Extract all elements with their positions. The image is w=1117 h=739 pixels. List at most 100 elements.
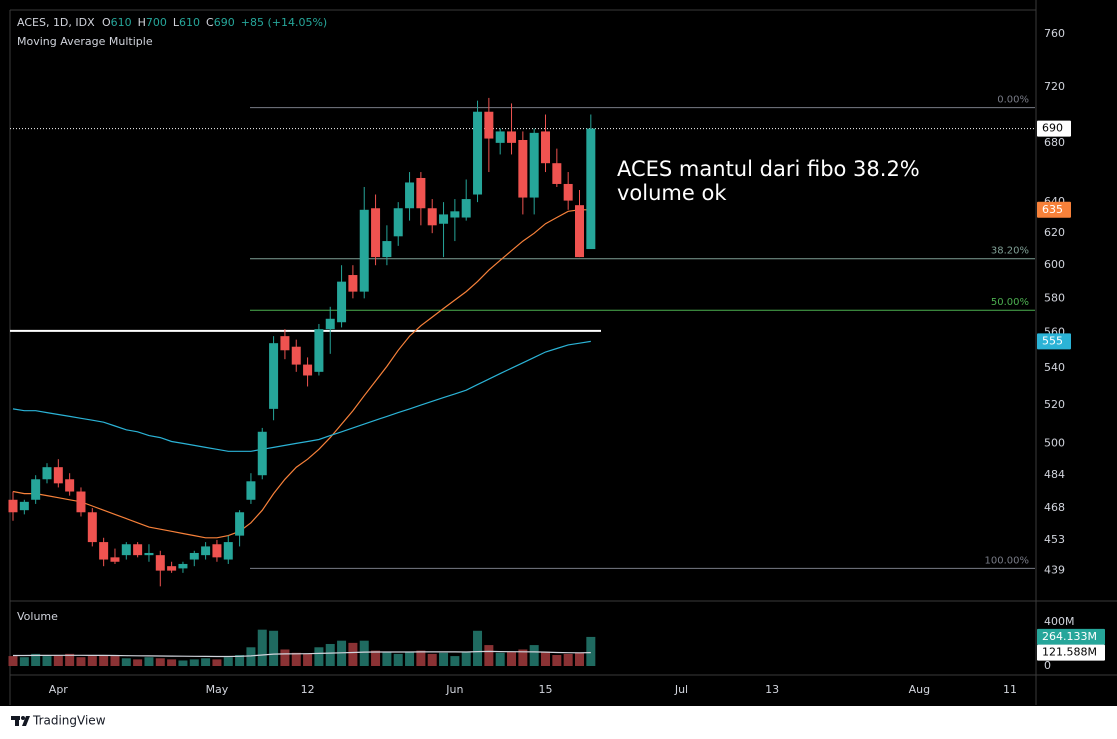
y-tick-label: 760	[1044, 27, 1065, 40]
fib-label: 100.00%	[985, 555, 1030, 566]
candle-body	[155, 555, 165, 571]
volume-bar	[121, 658, 131, 666]
candle-body	[552, 163, 562, 184]
candle-body	[133, 544, 143, 556]
volume-bar	[31, 653, 41, 666]
volume-bar	[393, 653, 403, 666]
ohlc-label: C	[206, 16, 214, 29]
y-tick-label: 540	[1044, 361, 1065, 374]
volume-bar	[303, 653, 313, 666]
symbol: ACES, 1D, IDX	[17, 16, 95, 29]
volume-bar	[246, 647, 256, 666]
volume-bar	[189, 659, 199, 666]
candle-body	[87, 512, 97, 543]
volume-bar	[99, 654, 109, 666]
volume-bar	[586, 636, 596, 666]
candle-body	[393, 208, 403, 237]
x-tick-label: 12	[301, 683, 315, 696]
y-tick-label: 453	[1044, 533, 1065, 546]
candle-body	[416, 177, 426, 209]
candle-body	[167, 566, 177, 571]
x-tick-label: Aug	[909, 683, 930, 696]
ma-price-label-bg	[1037, 333, 1071, 350]
y-tick-label: 600	[1044, 258, 1065, 271]
ohlc-value: 690	[214, 16, 235, 29]
x-tick-label: 13	[765, 683, 779, 696]
x-tick-label: 11	[1003, 683, 1017, 696]
candle-body	[212, 544, 222, 558]
volume-tick-label: 0	[1044, 659, 1051, 672]
volume-tick-label: 400M	[1044, 615, 1075, 628]
volume-bar	[450, 656, 460, 666]
x-tick-label: Jul	[674, 683, 688, 696]
moving-average-line	[12, 340, 591, 452]
volume-bar	[178, 660, 188, 666]
candle-body	[529, 132, 539, 198]
x-tick-label: 15	[539, 683, 553, 696]
candle-body	[65, 479, 75, 492]
volume-bar	[371, 650, 381, 666]
indicator-name: Moving Average Multiple	[17, 35, 153, 48]
candle-body	[563, 183, 573, 201]
annotation: volume ok	[617, 181, 727, 205]
candle-body	[121, 544, 131, 556]
candle-body	[473, 111, 483, 195]
volume-bar	[382, 651, 392, 666]
candle-body	[337, 281, 347, 323]
candle-body	[541, 131, 551, 164]
annotation: ACES mantul dari fibo 38.2%	[617, 157, 920, 181]
close-price-label: 690	[1042, 122, 1063, 135]
candle-body	[484, 111, 494, 139]
candle-body	[223, 542, 233, 560]
volume-bar	[201, 658, 211, 666]
volume-bar	[280, 649, 290, 666]
plot: 4394534684845005205405605806006206406807…	[8, 27, 1105, 696]
candle-body	[178, 563, 188, 569]
candle-body	[427, 208, 437, 226]
ma-price-label: 635	[1042, 203, 1063, 216]
ohlc-value: 610	[111, 16, 132, 29]
candle-body	[291, 346, 301, 365]
y-tick-label: 520	[1044, 398, 1065, 411]
volume-bar	[461, 651, 471, 666]
volume-bar	[405, 651, 415, 666]
volume-bar	[76, 657, 86, 666]
candle-body	[280, 336, 290, 351]
candle-body	[359, 209, 369, 292]
volume-bar	[359, 640, 369, 666]
ohlc-label: O	[102, 16, 111, 29]
footer-bar	[0, 706, 1117, 739]
candle-body	[382, 241, 392, 258]
y-tick-label: 484	[1044, 468, 1065, 481]
candle-body	[518, 139, 528, 198]
candle-body	[348, 275, 358, 292]
volume-bar	[325, 643, 335, 666]
ma-price-label-bg	[1037, 201, 1071, 218]
volume-bar	[552, 654, 562, 666]
candle-body	[450, 211, 460, 218]
candle-body	[76, 491, 86, 513]
volume-bar	[507, 651, 517, 666]
candle-body	[110, 557, 120, 562]
ma-price-label: 555	[1042, 334, 1063, 347]
candle-body	[31, 479, 41, 500]
candle-body	[303, 364, 313, 376]
candle-body	[495, 131, 505, 143]
y-tick-label: 620	[1044, 226, 1065, 239]
fib-label: 0.00%	[997, 95, 1029, 106]
candle-body	[19, 501, 29, 511]
volume-bar	[473, 630, 483, 666]
ohlc-value: 700	[146, 16, 167, 29]
volume-bar	[348, 642, 358, 666]
candle-body	[257, 431, 267, 476]
volume-bar	[291, 652, 301, 666]
candle-body	[325, 318, 335, 330]
candle-body	[235, 512, 245, 536]
candle-body	[507, 131, 517, 143]
volume-bar	[257, 629, 267, 666]
volume-bar	[529, 645, 539, 666]
ohlc-label: H	[138, 16, 146, 29]
x-tick-label: Jun	[445, 683, 463, 696]
